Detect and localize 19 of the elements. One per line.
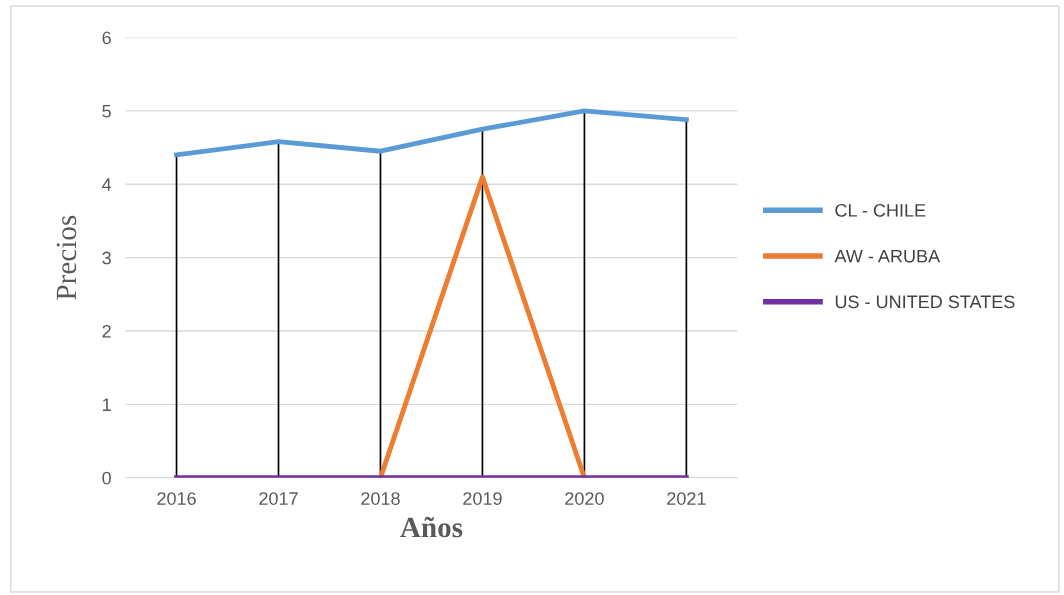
x-tick-label: 2019	[463, 492, 502, 505]
y-tick-label: 1	[103, 398, 111, 411]
y-axis-title: Precios	[56, 215, 77, 300]
x-tick-label: 2017	[259, 492, 298, 505]
legend-label: CL - CHILE	[835, 203, 926, 217]
legend-label: AW - ARUBA	[834, 249, 941, 263]
line-series	[174, 108, 689, 158]
y-tick-label: 3	[102, 251, 111, 265]
x-tick-label: 2018	[361, 492, 400, 505]
legend-label: US - UNITED STATES	[835, 295, 1015, 309]
y-tick-label: 0	[102, 471, 111, 485]
y-tick-label: 6	[102, 31, 111, 45]
x-tick-label: 2016	[157, 492, 196, 505]
y-tick-label: 4	[102, 178, 112, 191]
y-tick-label: 5	[102, 104, 111, 118]
x-tick-label: 2021	[667, 492, 706, 505]
x-axis-title: Años	[400, 516, 463, 538]
x-tick-label: 2020	[565, 492, 604, 505]
y-tick-label: 2	[102, 324, 111, 338]
